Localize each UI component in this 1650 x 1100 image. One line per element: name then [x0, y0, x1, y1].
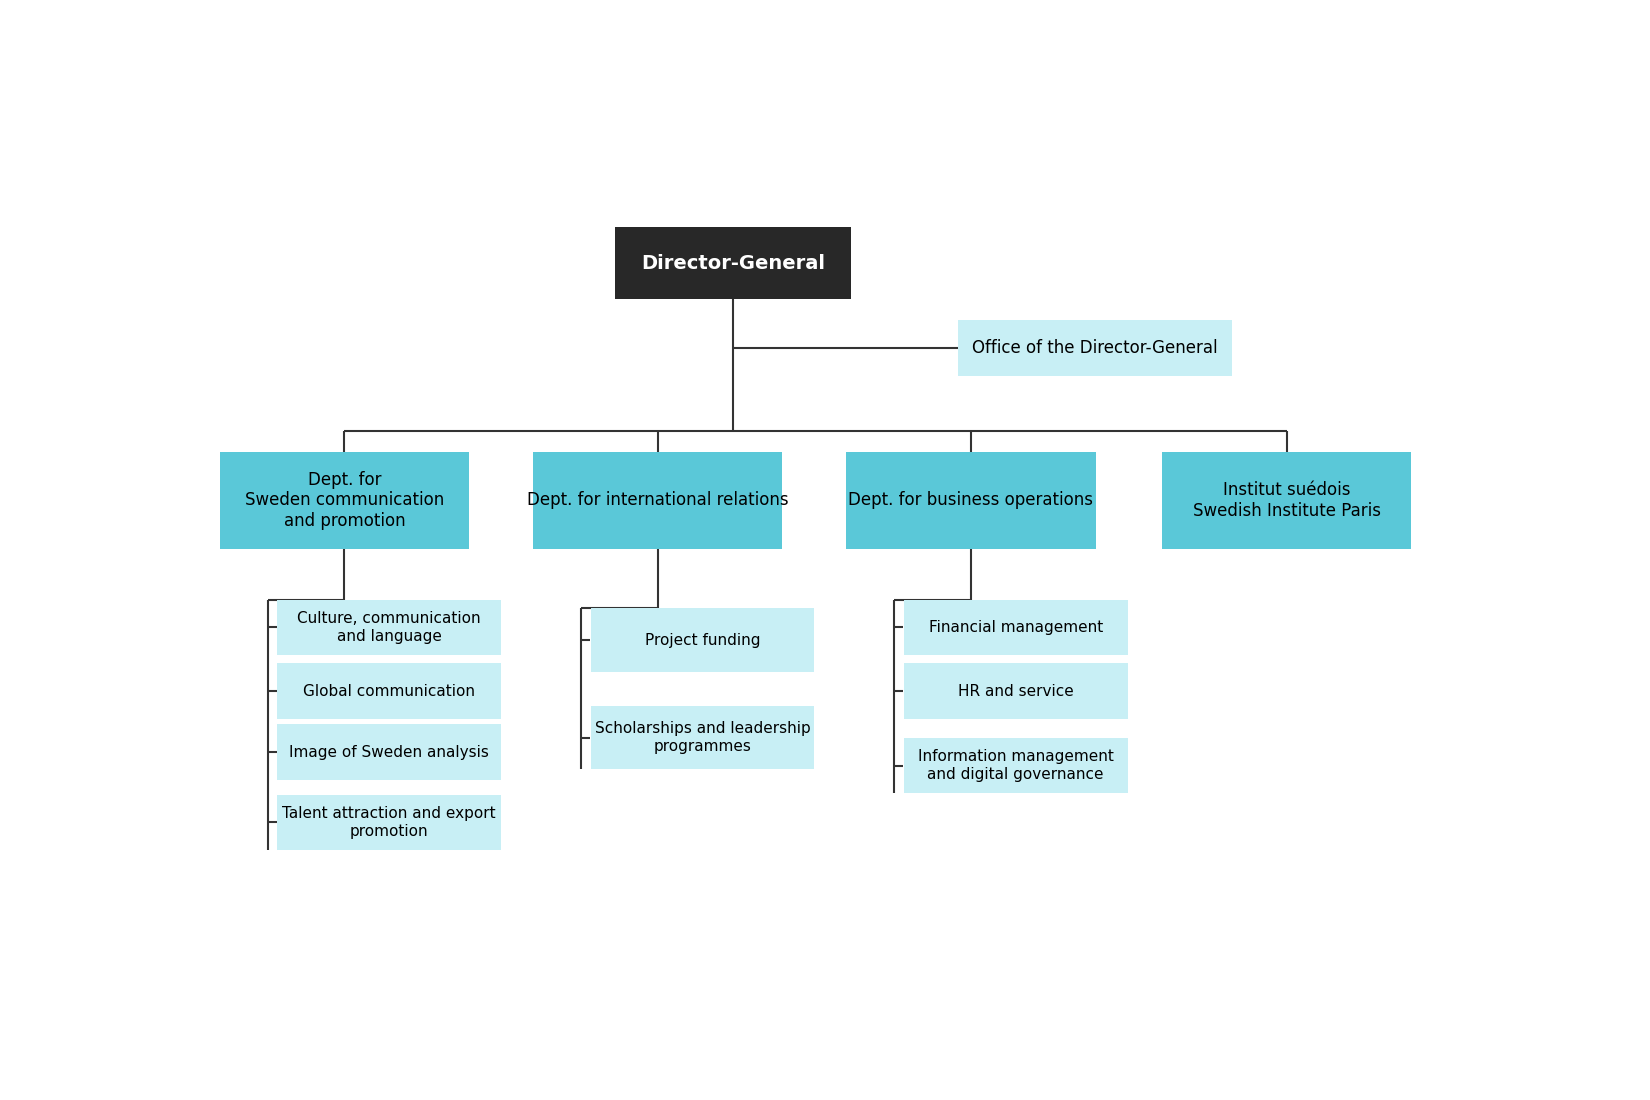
FancyBboxPatch shape: [277, 725, 502, 780]
Text: Office of the Director-General: Office of the Director-General: [972, 339, 1218, 358]
FancyBboxPatch shape: [219, 452, 469, 549]
Text: Dept. for business operations: Dept. for business operations: [848, 492, 1094, 509]
FancyBboxPatch shape: [904, 600, 1127, 654]
Text: Scholarships and leadership
programmes: Scholarships and leadership programmes: [594, 722, 810, 754]
Text: Dept. for
Sweden communication
and promotion: Dept. for Sweden communication and promo…: [244, 471, 444, 530]
FancyBboxPatch shape: [904, 738, 1127, 793]
Text: Image of Sweden analysis: Image of Sweden analysis: [289, 745, 488, 759]
FancyBboxPatch shape: [591, 608, 815, 672]
Text: HR and service: HR and service: [957, 683, 1074, 698]
FancyBboxPatch shape: [533, 452, 782, 549]
FancyBboxPatch shape: [1162, 452, 1411, 549]
Text: Director-General: Director-General: [642, 254, 825, 273]
FancyBboxPatch shape: [277, 600, 502, 654]
FancyBboxPatch shape: [615, 228, 851, 299]
Text: Dept. for international relations: Dept. for international relations: [526, 492, 789, 509]
Text: Talent attraction and export
promotion: Talent attraction and export promotion: [282, 806, 497, 838]
Text: Institut suédois
Swedish Institute Paris: Institut suédois Swedish Institute Paris: [1193, 481, 1381, 520]
FancyBboxPatch shape: [277, 663, 502, 718]
Text: Information management
and digital governance: Information management and digital gover…: [917, 749, 1114, 782]
FancyBboxPatch shape: [904, 663, 1127, 718]
Text: Culture, communication
and language: Culture, communication and language: [297, 612, 480, 643]
FancyBboxPatch shape: [846, 452, 1096, 549]
Text: Global communication: Global communication: [304, 683, 475, 698]
FancyBboxPatch shape: [957, 320, 1233, 375]
FancyBboxPatch shape: [277, 795, 502, 850]
Text: Project funding: Project funding: [645, 632, 761, 648]
FancyBboxPatch shape: [591, 706, 815, 769]
Text: Financial management: Financial management: [929, 620, 1102, 635]
